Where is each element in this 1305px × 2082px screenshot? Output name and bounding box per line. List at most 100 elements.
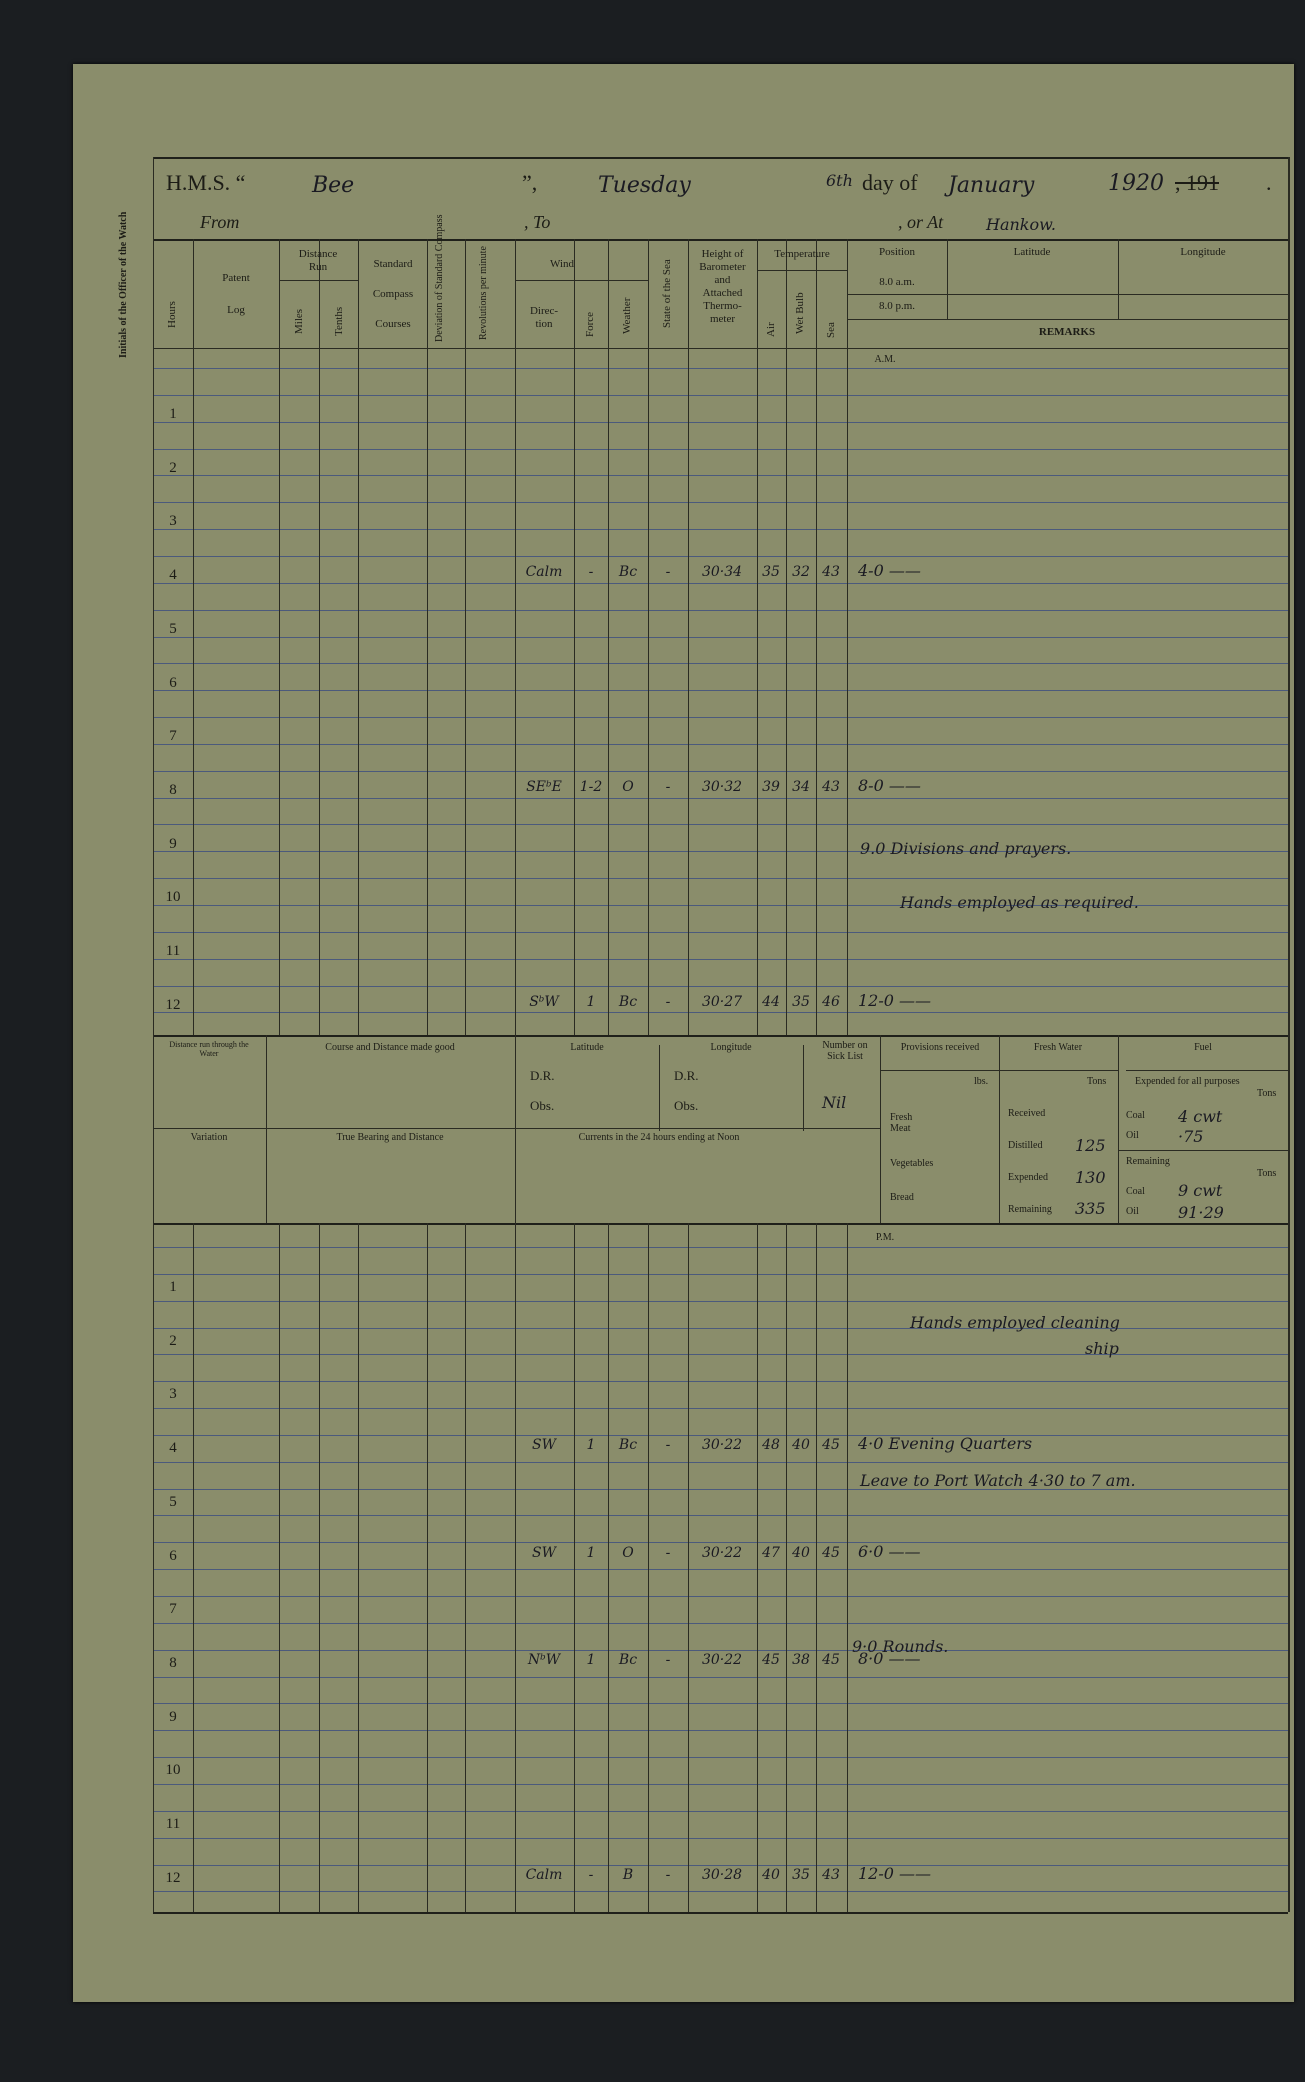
- noon-currents: Currents in the 24 hours ending at Noon: [578, 1132, 740, 1143]
- ruled-line: [153, 637, 1288, 638]
- noon-line: [1118, 1035, 1119, 1223]
- noon-line: [999, 1035, 1000, 1223]
- ruled-line: [153, 1328, 1288, 1329]
- entry-wet-bulb: 35: [792, 994, 810, 1010]
- col-log: Log: [227, 304, 245, 316]
- entry-direction: Calm: [525, 1867, 563, 1883]
- noon-line: [515, 1035, 516, 1223]
- entry-barometer: 30·28: [701, 1867, 743, 1883]
- ruled-line: [153, 1596, 1288, 1597]
- entry-remark: 8-0 ——: [858, 776, 921, 795]
- entry-barometer: 30·34: [701, 564, 743, 580]
- entry-barometer: 30·32: [701, 779, 743, 795]
- entry-air: 39: [762, 779, 780, 795]
- pm-hour-label: 11: [165, 1816, 181, 1832]
- entry-barometer: 30·22: [701, 1437, 743, 1453]
- pm-hour-label: 6: [169, 1548, 177, 1564]
- col-distance-2: Run: [308, 261, 328, 273]
- entry-direction: NᵇW: [527, 1652, 561, 1668]
- pm-hour-label: 4: [169, 1440, 177, 1456]
- col-miles: Miles: [293, 308, 305, 334]
- entry-remark: 4-0 ——: [858, 561, 921, 580]
- water-distilled: Distilled: [1008, 1140, 1043, 1151]
- column-line: [515, 1223, 516, 1912]
- ruled-line: [153, 449, 1288, 450]
- water-expended-value: 130: [1075, 1168, 1106, 1187]
- am-hour-label: 11: [165, 943, 181, 959]
- frame-line: [153, 1912, 1288, 1914]
- noon-latitude: Latitude: [570, 1042, 604, 1053]
- ruled-line: [153, 1354, 1288, 1355]
- ruled-line: [153, 771, 1288, 772]
- fuel-expended-label: Expended for all purposes: [1135, 1076, 1240, 1087]
- am-hour-label: 7: [169, 728, 177, 744]
- ship-name: Bee: [312, 173, 355, 198]
- column-line: [193, 1223, 194, 1912]
- ruled-line: [153, 663, 1288, 664]
- or-at-label: , or At: [898, 212, 944, 232]
- pm-hour-label: 10: [165, 1762, 181, 1778]
- entry-air: 44: [762, 994, 780, 1010]
- entry-sea: 43: [822, 1867, 840, 1883]
- column-line: [574, 1223, 575, 1912]
- entry-sea-state: -: [665, 1545, 671, 1561]
- entry-sea: 45: [822, 1545, 840, 1561]
- ruled-line: [153, 1381, 1288, 1382]
- am-hour-label: 4: [169, 567, 177, 583]
- fresh-water-label: Fresh Water: [1033, 1042, 1083, 1053]
- entry-air: 40: [762, 1867, 780, 1883]
- entry-force: 1: [586, 1652, 596, 1668]
- ruled-line: [153, 1515, 1288, 1516]
- entry-sea: 46: [822, 994, 840, 1010]
- entry-air: 35: [762, 564, 780, 580]
- am-hour-label: 2: [169, 460, 177, 476]
- ruled-line: [153, 1274, 1288, 1275]
- noon-line: [803, 1045, 804, 1131]
- ruled-line: [153, 1489, 1288, 1490]
- am-hour-label: 8: [169, 782, 177, 798]
- entry-air: 45: [762, 1652, 780, 1668]
- pm-hour-label: 1: [169, 1279, 177, 1295]
- column-line: [427, 1223, 428, 1912]
- ruled-line: [153, 1650, 1288, 1651]
- column-line: [193, 239, 194, 1035]
- remark-pm-9: 9·0 Rounds.: [852, 1637, 949, 1656]
- col-force: Force: [584, 311, 596, 337]
- column-line: [688, 239, 689, 1035]
- col-barometer-line: Height of: [701, 248, 744, 260]
- bread-label: Bread: [890, 1192, 914, 1203]
- col-barometer: Height of Barometer and Attached Thermo-mete…: [688, 248, 757, 326]
- ruled-line: [153, 798, 1288, 799]
- ruled-line: [153, 1435, 1288, 1436]
- col-barometer-line: Attached: [702, 287, 743, 299]
- entry-barometer: 30·22: [701, 1545, 743, 1561]
- column-line: [574, 239, 575, 1035]
- position-am: 8.0 a.m.: [879, 276, 915, 288]
- pm-hour-label: 7: [169, 1601, 177, 1617]
- column-line: [608, 239, 609, 1035]
- noon-line: [153, 1128, 880, 1129]
- am-hour-label: 6: [169, 675, 177, 691]
- entry-sea-state: -: [665, 994, 671, 1010]
- fresh-meat-2: Meat: [890, 1123, 911, 1134]
- entry-sea: 45: [822, 1437, 840, 1453]
- entry-sea: 43: [822, 779, 840, 795]
- col-remarks: REMARKS: [1038, 326, 1096, 338]
- entry-wet-bulb: 32: [792, 564, 810, 580]
- column-line: [279, 1223, 280, 1912]
- am-label: A.M.: [874, 354, 896, 365]
- oil-label: Oil: [1126, 1130, 1139, 1141]
- ruled-line: [153, 475, 1288, 476]
- pm-hour-label: 2: [169, 1333, 177, 1349]
- fuel-remaining-tons: Tons: [1257, 1168, 1277, 1179]
- water-expended: Expended: [1008, 1172, 1048, 1183]
- provisions-label: Provisions received: [900, 1042, 980, 1053]
- entry-wet-bulb: 38: [792, 1652, 810, 1668]
- hms-label: H.M.S. “: [166, 170, 246, 195]
- frame-left: [153, 157, 154, 1912]
- ruled-line: [153, 1838, 1288, 1839]
- am-hour-label: 10: [165, 889, 181, 905]
- noon-longitude: Longitude: [710, 1042, 752, 1053]
- ruled-line: [153, 1865, 1288, 1866]
- ruled-line: [153, 1301, 1288, 1302]
